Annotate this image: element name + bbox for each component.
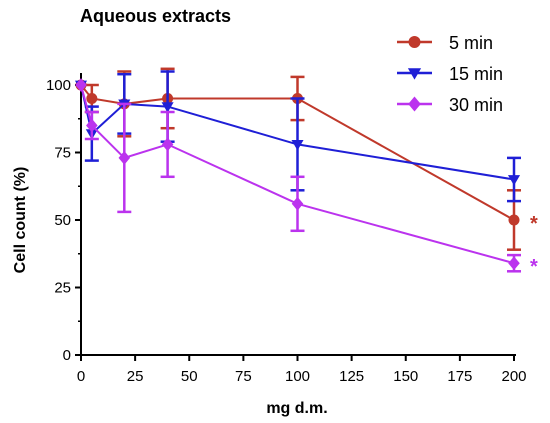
series-layer: **: [74, 67, 538, 278]
data-point: [508, 256, 520, 271]
data-point: [161, 137, 174, 152]
x-tick-label: 75: [235, 368, 252, 385]
series-30-min: *: [75, 78, 538, 278]
legend-item: 15 min: [397, 64, 503, 84]
x-tick-label: 200: [501, 368, 526, 385]
data-point: [291, 196, 304, 211]
axes: 0 25 50 75 100 125 150 175 200 0 25 50 75 100: [46, 73, 527, 385]
legend-item: 5 min: [397, 33, 493, 53]
data-point: [508, 214, 520, 226]
data-point: [118, 151, 131, 165]
x-tick-label: 25: [127, 368, 144, 385]
y-tick-label: 0: [63, 347, 71, 364]
x-tick-label: 150: [393, 368, 418, 385]
series-line: [80, 84, 515, 265]
x-tick-label: 175: [447, 368, 472, 385]
significance-marker: *: [530, 256, 538, 278]
y-tick-label: 25: [54, 280, 71, 297]
x-tick-label: 125: [339, 368, 364, 385]
data-point: [86, 93, 98, 104]
x-tick-label: 100: [285, 368, 310, 385]
chart-title: Aqueous extracts: [80, 6, 231, 26]
significance-marker: *: [530, 213, 538, 235]
data-point: [75, 78, 87, 92]
legend-swatch-marker: [408, 96, 421, 112]
legend-item: 30 min: [397, 95, 503, 115]
legend-label: 5 min: [449, 33, 493, 53]
y-tick-label: 50: [54, 212, 71, 229]
y-tick-label: 75: [54, 145, 71, 162]
legend-label: 30 min: [449, 95, 503, 115]
x-tick-label: 0: [77, 368, 85, 385]
data-point: [507, 175, 521, 186]
x-axis-label: mg d.m.: [266, 400, 327, 417]
legend: 5 min 15 min 30 min: [397, 33, 503, 115]
y-tick-label: 100: [46, 77, 71, 94]
legend-swatch-marker: [407, 68, 422, 80]
y-axis-label: Cell count (%): [12, 167, 29, 274]
data-point: [291, 140, 304, 151]
x-tick-label: 50: [181, 368, 198, 385]
legend-label: 15 min: [449, 64, 503, 84]
data-point: [161, 102, 174, 113]
legend-swatch-marker: [408, 36, 421, 48]
data-point: [86, 118, 98, 133]
